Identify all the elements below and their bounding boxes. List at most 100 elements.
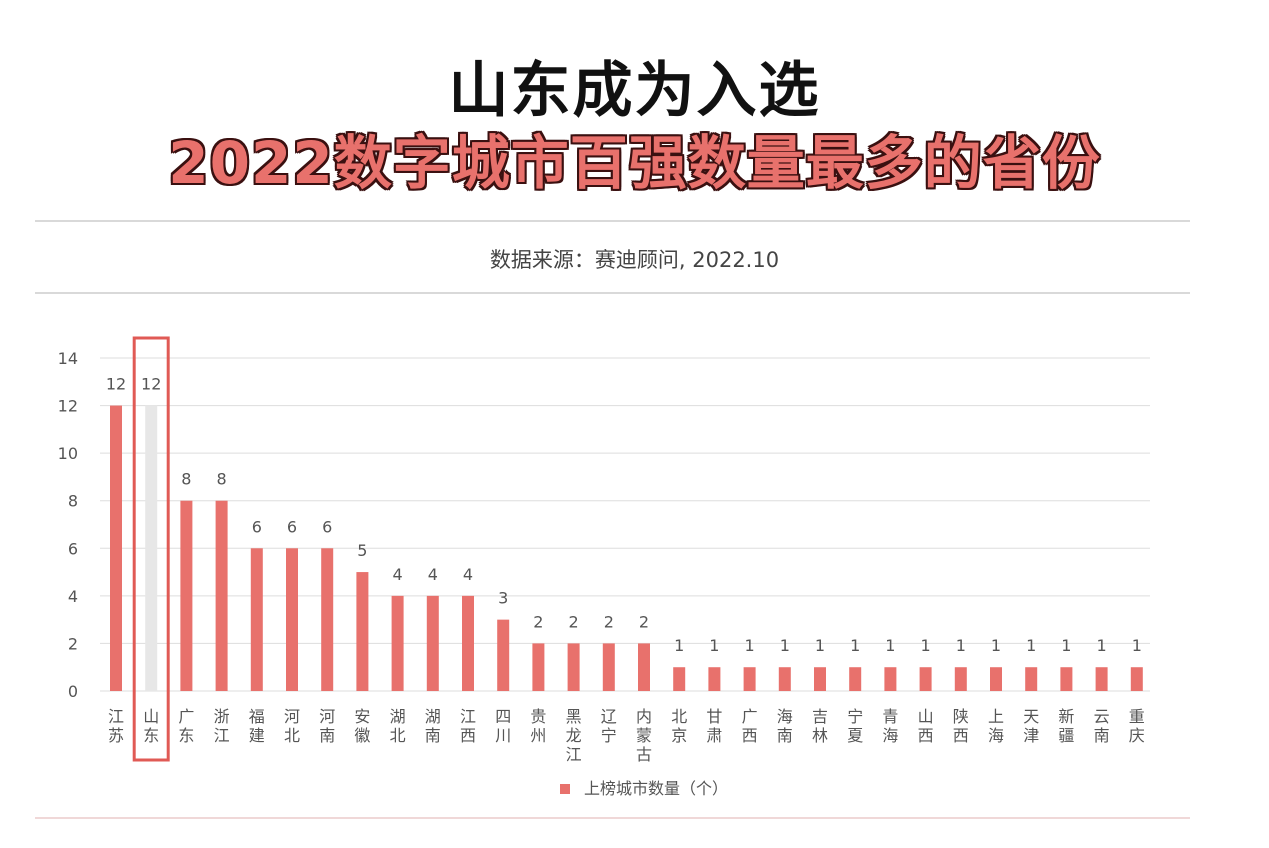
bar-29 xyxy=(1130,667,1143,691)
category-label: 甘 xyxy=(706,707,722,726)
value-label: 1 xyxy=(991,636,1001,655)
y-tick-label: 2 xyxy=(68,634,78,653)
divider-middle xyxy=(35,292,1190,294)
value-label: 6 xyxy=(252,517,262,536)
category-label: 北 xyxy=(390,726,406,745)
y-tick-label: 6 xyxy=(68,539,78,558)
category-label: 青 xyxy=(882,707,898,726)
bar-7 xyxy=(356,572,369,691)
y-tick-label: 10 xyxy=(58,444,78,463)
category-label: 西 xyxy=(953,726,969,745)
bar-21 xyxy=(849,667,862,691)
title-line-1: 山东成为入选 xyxy=(448,56,821,126)
category-label: 河 xyxy=(319,707,335,726)
category-label: 海 xyxy=(882,726,898,745)
value-label: 1 xyxy=(815,636,825,655)
bar-5 xyxy=(286,548,298,691)
value-label: 1 xyxy=(780,636,790,655)
category-label: 湖 xyxy=(390,707,406,726)
value-label: 1 xyxy=(709,636,719,655)
category-label: 州 xyxy=(530,726,546,745)
category-label: 重 xyxy=(1129,707,1145,726)
bar-14 xyxy=(602,643,615,691)
bar-10 xyxy=(462,595,474,691)
bar-28 xyxy=(1095,667,1108,691)
legend-swatch xyxy=(560,784,570,794)
bar-6 xyxy=(321,548,334,691)
category-label: 湖 xyxy=(425,707,441,726)
bar-20 xyxy=(814,667,826,691)
value-label: 4 xyxy=(393,565,403,584)
category-label: 山 xyxy=(143,707,159,726)
y-tick-label: 8 xyxy=(68,492,78,511)
category-label: 辽 xyxy=(601,707,617,726)
value-label: 1 xyxy=(1026,636,1036,655)
category-label: 海 xyxy=(988,726,1004,745)
title-line-2: 2022数字城市百强数量最多的省份 xyxy=(168,129,1101,197)
value-label: 2 xyxy=(569,612,579,631)
category-label: 东 xyxy=(178,726,194,745)
category-label: 河 xyxy=(284,707,300,726)
category-label: 龙 xyxy=(566,726,582,745)
legend-label: 上榜城市数量（个） xyxy=(584,779,728,798)
bar-15 xyxy=(638,643,650,691)
category-label: 蒙 xyxy=(636,726,652,745)
category-label: 山 xyxy=(918,707,934,726)
value-label: 6 xyxy=(322,517,332,536)
bar-9 xyxy=(426,595,439,691)
value-label: 1 xyxy=(1097,636,1107,655)
category-label: 安 xyxy=(354,707,370,726)
category-label: 福 xyxy=(249,707,265,726)
highlight-frame xyxy=(132,336,170,762)
category-label: 天 xyxy=(1023,707,1039,726)
category-label: 京 xyxy=(671,726,687,745)
category-label: 疆 xyxy=(1058,726,1074,745)
category-label: 西 xyxy=(742,726,758,745)
category-label: 江 xyxy=(460,707,476,726)
category-label: 川 xyxy=(495,726,511,745)
bar-3 xyxy=(215,500,228,691)
category-label: 夏 xyxy=(847,726,863,745)
bar-26 xyxy=(1025,667,1038,691)
category-label: 西 xyxy=(918,726,934,745)
bar-11 xyxy=(497,619,510,691)
category-label: 南 xyxy=(777,726,793,745)
value-label: 12 xyxy=(106,375,126,394)
value-label: 1 xyxy=(745,636,755,655)
category-label: 上 xyxy=(988,707,1004,726)
bar-27 xyxy=(1060,667,1073,691)
value-label: 8 xyxy=(217,470,227,489)
bar-24 xyxy=(954,667,967,691)
category-label: 东 xyxy=(143,726,159,745)
divider-bottom xyxy=(35,817,1190,819)
category-label: 宁 xyxy=(847,707,863,726)
value-label: 1 xyxy=(885,636,895,655)
category-label: 江 xyxy=(566,745,582,764)
category-label: 肃 xyxy=(706,726,722,745)
value-label: 1 xyxy=(674,636,684,655)
category-label: 建 xyxy=(249,726,265,745)
category-label: 贵 xyxy=(530,707,546,726)
category-label: 四 xyxy=(495,707,511,726)
y-tick-label: 4 xyxy=(68,587,78,606)
value-label: 6 xyxy=(287,517,297,536)
bar-4 xyxy=(250,548,263,691)
category-label: 徽 xyxy=(354,726,370,745)
bar-2 xyxy=(180,500,193,691)
value-label: 1 xyxy=(850,636,860,655)
category-label: 西 xyxy=(460,726,476,745)
bar-22 xyxy=(884,667,897,691)
value-label: 1 xyxy=(1132,636,1142,655)
y-tick-label: 12 xyxy=(58,397,78,416)
value-label: 5 xyxy=(357,541,367,560)
category-label: 古 xyxy=(636,745,652,764)
value-label: 3 xyxy=(498,589,508,608)
bar-16 xyxy=(673,667,686,691)
category-label: 广 xyxy=(178,707,194,726)
bar-25 xyxy=(990,667,1002,691)
category-label: 林 xyxy=(812,726,828,745)
y-tick-label: 14 xyxy=(58,349,78,368)
value-label: 1 xyxy=(956,636,966,655)
category-label: 北 xyxy=(671,707,687,726)
value-label: 2 xyxy=(533,612,543,631)
